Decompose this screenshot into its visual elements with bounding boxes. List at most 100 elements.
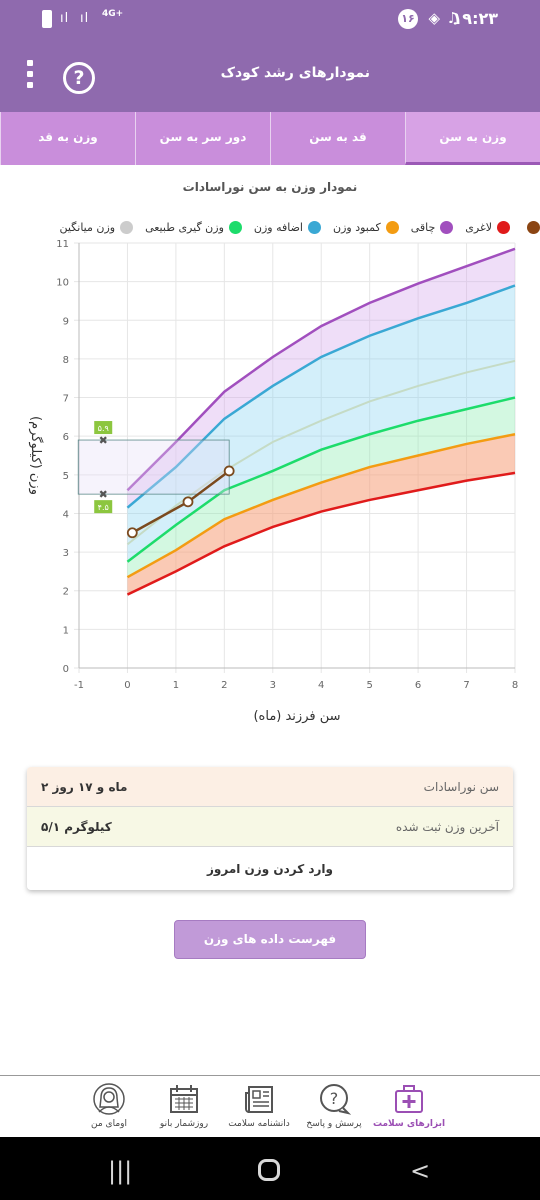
series-line — [126, 396, 516, 563]
medical-kit-icon — [395, 1085, 423, 1113]
last-weight-value: ۵/۱ کیلوگرم — [41, 819, 112, 834]
y-tick-label: 0 — [63, 664, 69, 675]
enter-today-weight-button[interactable]: وارد کردن وزن امروز — [27, 847, 513, 890]
chart-title: نمودار وزن به سن نوراسادات — [182, 180, 358, 194]
x-tick-label: -1 — [74, 680, 84, 691]
bottom-navigation: ابزارهای سلامت ? پرسش و پاسخ دانشنامه سل… — [0, 1075, 540, 1137]
legend-label: کمبود وزن — [333, 220, 381, 234]
y-axis-label: وزن (کیلوگرم) — [28, 416, 44, 495]
range-marker-x: ✖ — [99, 434, 108, 447]
legend-dot — [120, 220, 134, 234]
nav-label: اومای من — [91, 1119, 127, 1129]
y-tick-label: 9 — [63, 316, 69, 327]
signal-icon: ıl — [60, 11, 70, 26]
range-marker-badge — [94, 500, 113, 514]
x-tick-label: 3 — [270, 680, 276, 691]
x-tick-label: 6 — [415, 680, 421, 691]
legend-label: وزن گیری طبیعی — [145, 220, 224, 234]
user-avatar-icon — [93, 1083, 125, 1115]
tab-weight-for-age[interactable]: وزن به سن — [405, 112, 540, 165]
age-value: ۲ ماه و ۱۷ روز — [41, 779, 128, 794]
band-fill — [127, 285, 515, 562]
last-weight-label: آخرین وزن ثبت شده — [395, 819, 499, 834]
page-title: نمودارهای رشد کودک — [220, 65, 370, 81]
y-tick-label: 5 — [63, 471, 69, 482]
nav-my-profile[interactable]: اومای من — [68, 1082, 150, 1129]
y-tick-label: 2 — [63, 587, 69, 598]
chart-legend: لاغری چاقی کمبود وزن اضافه وزن وزن گیری … — [0, 216, 540, 238]
legend-dot — [497, 220, 510, 234]
network-type: 4G+ — [102, 9, 124, 19]
age-row: ۲ ماه و ۱۷ روز سن نوراسادات — [27, 767, 513, 807]
calendar-icon — [170, 1085, 198, 1113]
status-bar: ıl ıl 4G+ ۱۶ ◈ ♫ ۱۹:۲۳ — [0, 0, 540, 38]
y-tick-label: 10 — [56, 278, 69, 289]
legend-item[interactable]: لاغری — [465, 220, 510, 234]
legend-item[interactable]: کمبود وزن — [333, 220, 399, 234]
weight-data-list-button[interactable]: فهرست داده های وزن نوراسادات — [174, 920, 366, 983]
child-weight-point — [182, 496, 194, 508]
y-tick-label: 3 — [63, 548, 69, 559]
more-vertical-icon[interactable] — [24, 60, 36, 96]
band-fill — [127, 248, 515, 508]
battery-icon — [42, 10, 52, 28]
recents-icon[interactable]: ||| — [108, 1157, 133, 1185]
tab-head-circumference-for-age[interactable]: دور سر به سن — [135, 112, 270, 165]
legend-dot — [228, 220, 242, 234]
legend-item[interactable]: وزن میانگین — [59, 220, 134, 234]
band-fill — [127, 434, 515, 595]
legend-label: لاغری — [465, 220, 492, 234]
back-icon[interactable]: < — [410, 1157, 431, 1185]
app-notification-icon: ◈ — [428, 9, 440, 27]
x-tick-label: 2 — [221, 680, 227, 691]
signal-icon: ıl — [80, 11, 90, 26]
x-tick-label: 8 — [512, 680, 518, 691]
newspaper-icon — [245, 1086, 273, 1113]
series-line — [126, 471, 516, 596]
y-tick-label: 1 — [63, 625, 69, 636]
nav-label: ابزارهای سلامت — [372, 1119, 446, 1129]
series-line — [126, 247, 516, 492]
last-weight-row: ۵/۱ کیلوگرم آخرین وزن ثبت شده — [27, 807, 513, 847]
tab-weight-for-height[interactable]: وزن به قد — [0, 112, 135, 165]
y-tick-label: 4 — [63, 509, 69, 520]
clock: ۱۹:۲۳ — [452, 9, 498, 28]
home-icon[interactable] — [258, 1159, 280, 1181]
nav-questions[interactable]: ? پرسش و پاسخ — [293, 1082, 375, 1129]
child-weight-point — [126, 527, 138, 539]
y-tick-label: 11 — [56, 239, 69, 250]
legend-item[interactable]: وزن گیری طبیعی — [145, 220, 242, 234]
age-label: سن نوراسادات — [423, 779, 499, 794]
series-line — [126, 284, 516, 509]
legend-label: وزن میانگین — [59, 220, 116, 234]
legend-item[interactable] — [522, 220, 540, 234]
tab-height-for-age[interactable]: قد به سن — [270, 112, 405, 165]
x-tick-label: 4 — [318, 680, 324, 691]
bell-icon: ♫ — [446, 9, 460, 27]
range-marker-x: ✖ — [99, 488, 108, 501]
info-card: ۲ ماه و ۱۷ روز سن نوراسادات ۵/۱ کیلوگرم … — [27, 767, 513, 890]
nav-health-encyclopedia[interactable]: دانشنامه سلامت — [218, 1082, 300, 1129]
x-tick-label: 5 — [366, 680, 372, 691]
nav-calendar[interactable]: روزشمار بانو — [143, 1082, 225, 1129]
series-line — [126, 433, 516, 579]
band-fill — [127, 434, 515, 595]
nav-health-tools[interactable]: ابزارهای سلامت — [368, 1082, 450, 1129]
x-axis-label: سن فرزند (ماه) — [253, 709, 340, 724]
child-weight-point — [223, 465, 235, 477]
nav-label: دانشنامه سلامت — [228, 1119, 290, 1129]
legend-item[interactable]: چاقی — [411, 220, 454, 234]
legend-item[interactable]: اضافه وزن — [254, 220, 321, 234]
notification-count-badge: ۱۶ — [398, 9, 418, 29]
range-marker-label: ۴.۵ — [98, 503, 109, 512]
range-marker-label: ۵.۹ — [98, 424, 109, 433]
range-marker-badge — [94, 421, 113, 435]
band-fill — [127, 397, 515, 578]
legend-dot — [527, 220, 540, 234]
legend-dot — [385, 220, 399, 234]
question-circle-icon[interactable]: ? — [63, 62, 95, 94]
x-tick-label: 1 — [173, 680, 179, 691]
range-box — [77, 439, 230, 495]
legend-dot — [440, 220, 454, 234]
